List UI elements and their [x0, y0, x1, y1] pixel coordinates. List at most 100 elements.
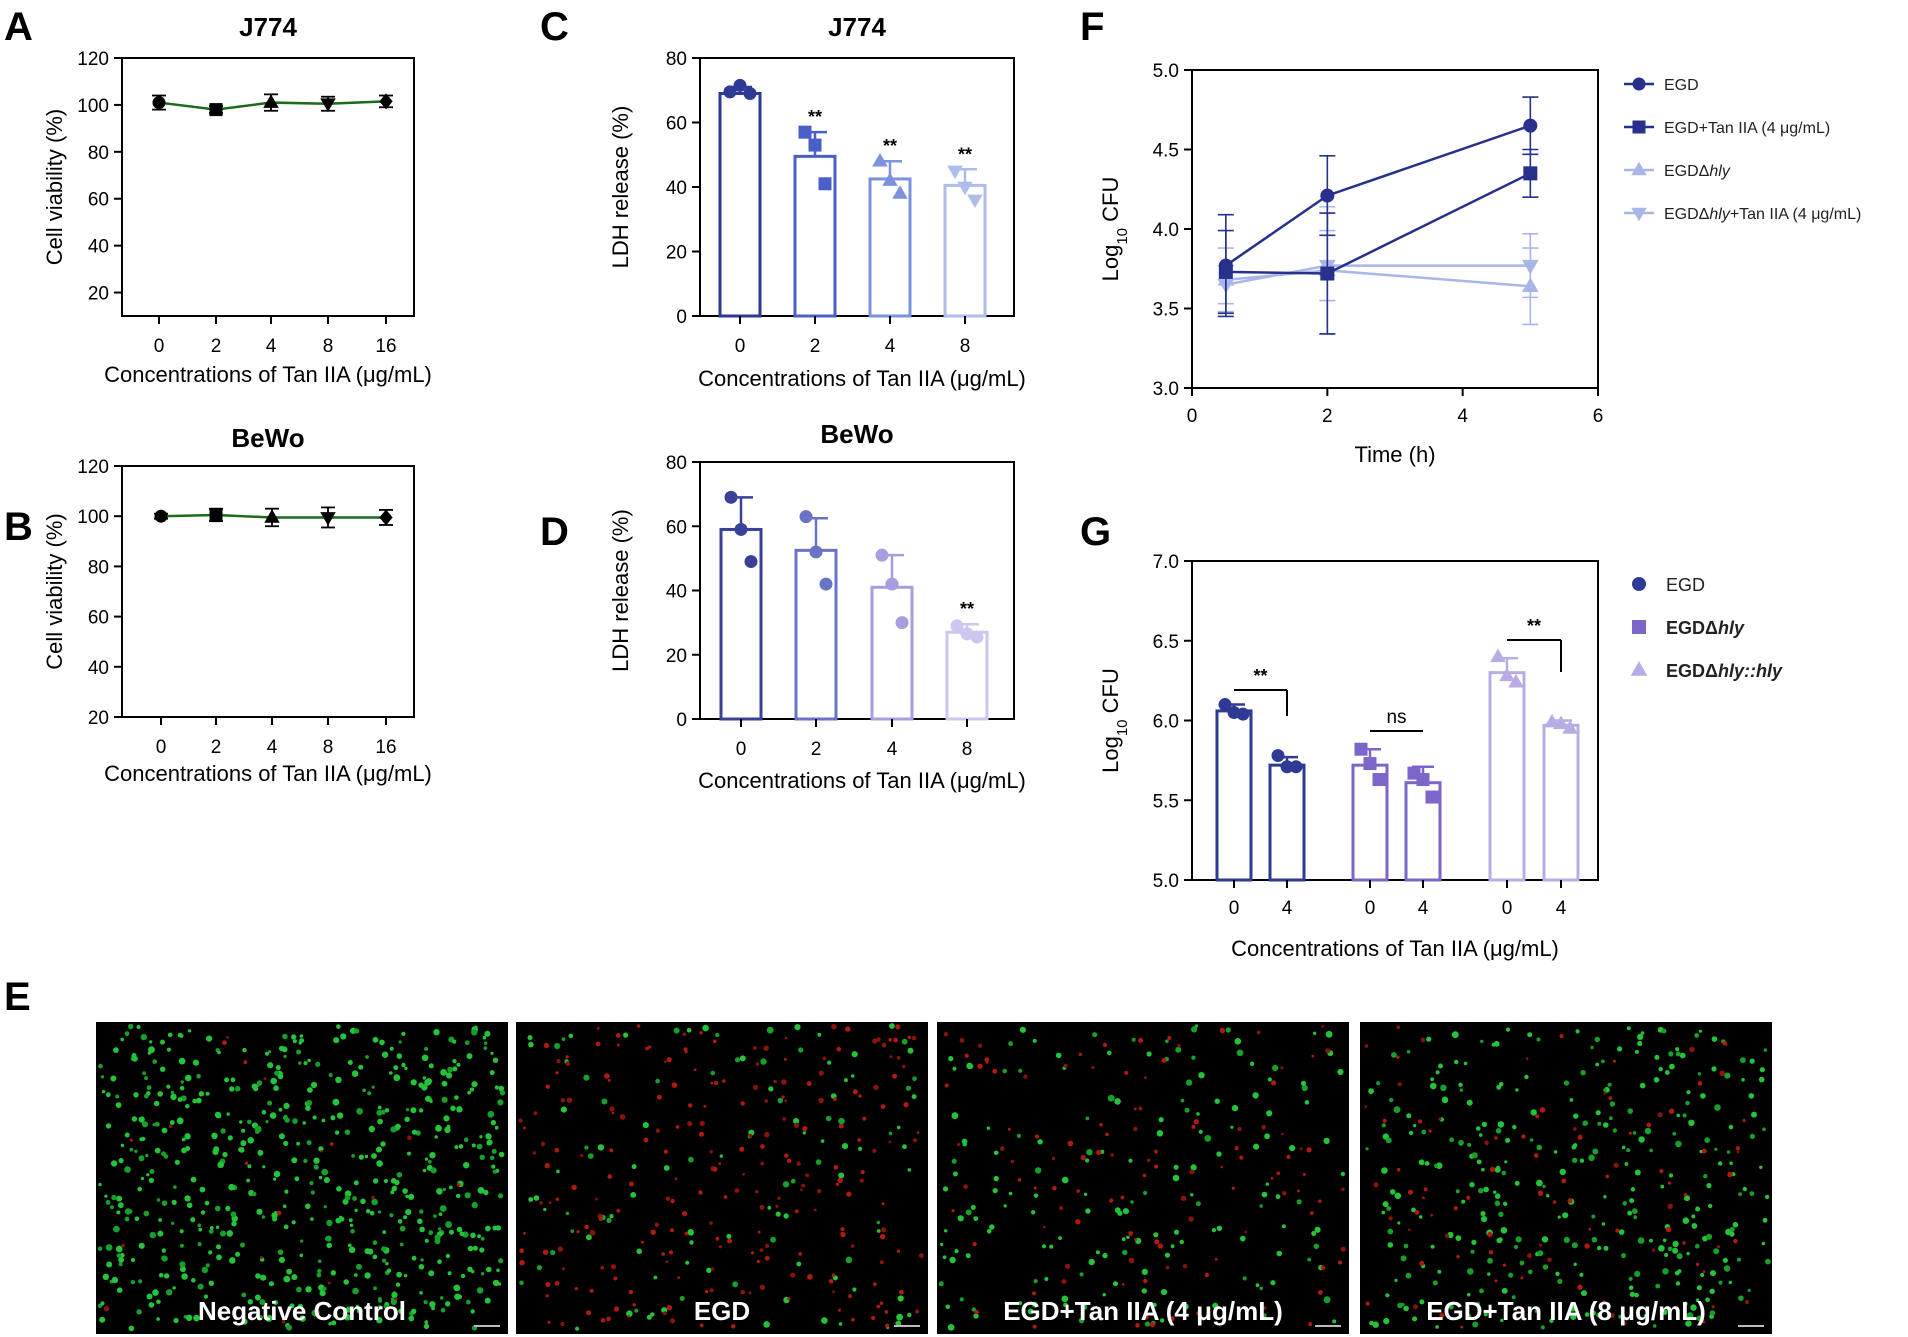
- live-cell: [498, 1151, 505, 1158]
- panel-c-y-tick-label: 60: [666, 114, 687, 135]
- live-cell: [1063, 1302, 1068, 1308]
- dead-cell: [1744, 1299, 1750, 1305]
- panel-f-legend-marker: [1631, 207, 1647, 222]
- microscopy-label: EGD+Tan IIA (8 μg/mL): [1426, 1296, 1706, 1326]
- live-cell: [1122, 1208, 1129, 1215]
- live-cell: [1603, 1245, 1609, 1251]
- live-cell: [1536, 1144, 1543, 1151]
- live-cell: [138, 1242, 145, 1249]
- dead-cell: [884, 1310, 889, 1314]
- live-cell: [128, 1209, 133, 1214]
- dead-cell: [1428, 1129, 1432, 1133]
- live-cell: [1582, 1120, 1588, 1126]
- dead-cell: [643, 1137, 649, 1143]
- live-cell: [1027, 1308, 1034, 1315]
- live-cell: [445, 1253, 451, 1259]
- live-cell: [1627, 1108, 1633, 1114]
- live-cell: [1466, 1292, 1471, 1297]
- dead-cell: [1144, 1315, 1149, 1320]
- live-cell: [636, 1248, 642, 1255]
- dead-cell: [645, 1046, 649, 1051]
- live-cell: [1540, 1325, 1545, 1330]
- live-cell: [1018, 1068, 1023, 1073]
- live-cell: [445, 1301, 451, 1307]
- panel-c-title: J774: [828, 12, 886, 42]
- live-cell: [1313, 1031, 1317, 1036]
- legend-text: EGDΔ: [1664, 206, 1710, 223]
- live-cell: [118, 1262, 123, 1267]
- dead-cell: [576, 1230, 580, 1234]
- live-cell: [1016, 1133, 1022, 1138]
- live-cell: [702, 1024, 709, 1032]
- live-cell: [292, 1118, 298, 1124]
- live-cell: [149, 1169, 155, 1174]
- live-cell: [1633, 1215, 1638, 1220]
- live-cell: [98, 1063, 103, 1069]
- live-cell: [1675, 1281, 1681, 1286]
- live-cell: [377, 1210, 382, 1214]
- live-cell: [226, 1112, 230, 1116]
- live-cell: [163, 1273, 170, 1279]
- live-cell: [335, 1076, 342, 1084]
- live-cell: [1696, 1285, 1702, 1291]
- live-cell: [783, 1213, 789, 1219]
- live-cell: [140, 1033, 147, 1041]
- live-cell: [1426, 1036, 1432, 1042]
- dead-cell: [1318, 1199, 1322, 1203]
- panel-b-x-tick-label: 0: [156, 737, 167, 758]
- panel-g-data-point: [1425, 790, 1439, 804]
- dead-cell: [571, 1184, 577, 1191]
- dead-cell: [888, 1140, 892, 1144]
- live-cell: [291, 1034, 297, 1040]
- live-cell: [376, 1109, 383, 1116]
- live-cell: [1406, 1113, 1412, 1119]
- live-cell: [399, 1225, 406, 1232]
- live-cell: [490, 1051, 494, 1055]
- live-cell: [550, 1249, 556, 1256]
- live-cell: [494, 1085, 499, 1090]
- live-cell: [1536, 1179, 1543, 1187]
- live-cell: [1160, 1289, 1168, 1296]
- live-cell: [1737, 1257, 1741, 1262]
- live-cell: [1652, 1324, 1657, 1328]
- live-cell: [838, 1172, 845, 1179]
- live-cell: [286, 1324, 292, 1331]
- live-cell: [429, 1152, 436, 1159]
- dead-cell: [916, 1131, 920, 1134]
- live-cell: [1455, 1189, 1460, 1194]
- live-cell: [454, 1095, 459, 1100]
- live-cell: [349, 1223, 354, 1228]
- live-cell: [1664, 1070, 1670, 1075]
- live-cell: [1630, 1187, 1636, 1192]
- live-cell: [1400, 1255, 1407, 1262]
- live-cell: [1130, 1200, 1134, 1204]
- live-cell: [1158, 1117, 1164, 1123]
- live-cell: [1107, 1094, 1115, 1102]
- live-cell: [1252, 1092, 1259, 1099]
- live-cell: [1435, 1070, 1440, 1075]
- dead-cell: [1419, 1260, 1425, 1266]
- legend-italic: hly: [1709, 163, 1730, 180]
- live-cell: [1085, 1158, 1090, 1163]
- live-cell: [274, 1070, 280, 1076]
- dead-cell: [1682, 1241, 1686, 1245]
- live-cell: [115, 1094, 120, 1099]
- live-cell: [267, 1100, 273, 1106]
- live-cell: [1644, 1317, 1649, 1322]
- dead-cell: [790, 1272, 796, 1278]
- dead-cell: [1605, 1174, 1610, 1179]
- live-cell: [1495, 1128, 1502, 1134]
- panel-f-y-tick-label: 3.5: [1153, 300, 1179, 321]
- live-cell: [247, 1119, 252, 1125]
- live-cell: [1449, 1137, 1454, 1143]
- live-cell: [528, 1041, 534, 1048]
- dead-cell: [1414, 1210, 1420, 1215]
- dead-cell: [1109, 1198, 1114, 1203]
- live-cell: [323, 1205, 327, 1209]
- panel-b-x-tick-label: 16: [375, 737, 396, 758]
- dead-cell: [757, 1230, 761, 1234]
- live-cell: [310, 1081, 318, 1089]
- live-cell: [1562, 1212, 1569, 1219]
